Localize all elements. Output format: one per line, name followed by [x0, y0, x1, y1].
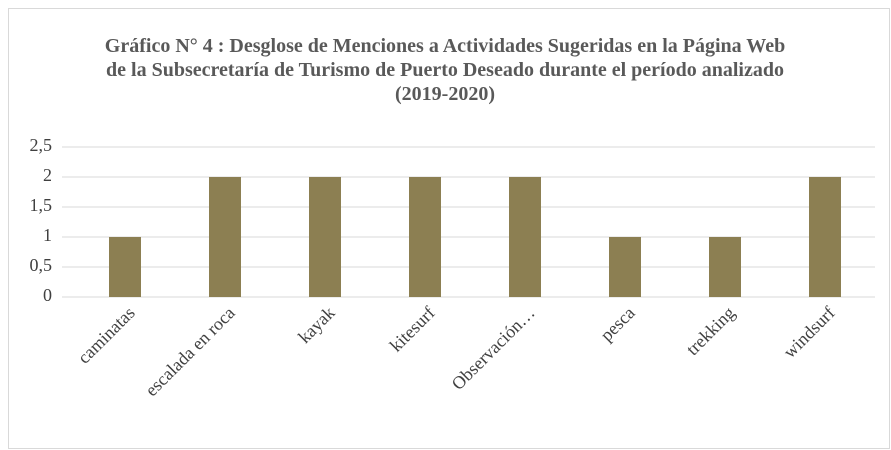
- bar: [609, 237, 641, 297]
- bar: [309, 177, 341, 297]
- bar: [109, 237, 141, 297]
- y-tick-label: 2: [43, 165, 52, 185]
- x-tick-label: kayak: [294, 303, 339, 348]
- x-tick-label: pesca: [596, 303, 638, 345]
- y-tick-label: 1,5: [30, 195, 53, 215]
- y-tick-label: 0,5: [30, 255, 53, 275]
- y-tick-label: 1: [43, 225, 52, 245]
- x-tick-label: escalada en roca: [141, 303, 239, 401]
- y-tick-label: 2,5: [30, 135, 53, 155]
- chart-title: Gráfico N° 4 : Desglose de Menciones a A…: [104, 35, 786, 105]
- x-tick-label: kitesurf: [386, 303, 439, 356]
- x-tick-label: windsurf: [779, 303, 838, 362]
- bar: [809, 177, 841, 297]
- bar: [409, 177, 441, 297]
- y-tick-label: 0: [43, 285, 52, 305]
- bar: [709, 237, 741, 297]
- bar: [509, 177, 541, 297]
- x-tick-label: trekking: [682, 303, 739, 360]
- x-tick-label: Observación…: [448, 303, 539, 394]
- x-tick-label: caminatas: [74, 303, 139, 368]
- bar: [209, 177, 241, 297]
- chart-frame: [8, 8, 890, 449]
